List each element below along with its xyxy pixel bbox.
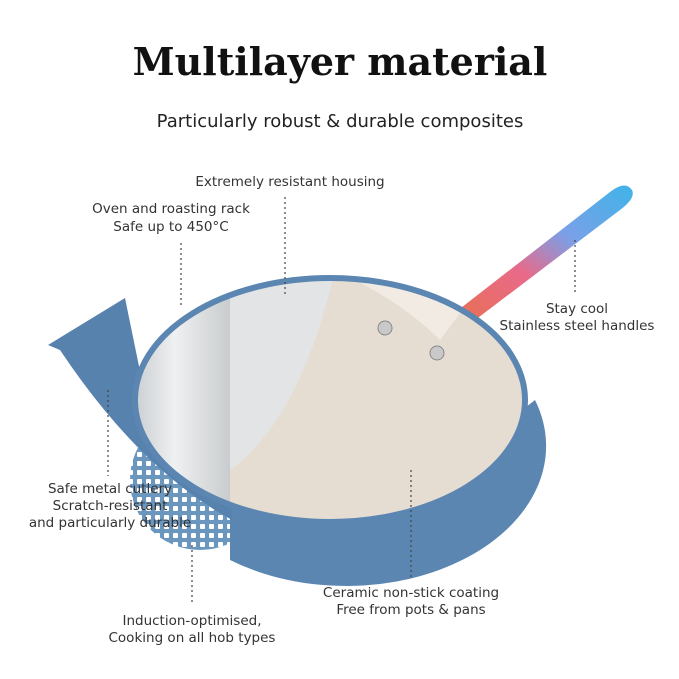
callouts: Extremely resistant housing Oven and roa… — [29, 174, 655, 646]
title: Multilayer material — [133, 39, 548, 84]
pan-illustration — [48, 185, 633, 587]
callout-line: Safe metal cutlery — [48, 481, 172, 497]
callout-line: Free from pots & pans — [336, 602, 485, 618]
callout-line: Induction-optimised, — [122, 613, 261, 629]
subtitle: Particularly robust & durable composites — [157, 111, 524, 132]
callout-line: and particularly durable — [29, 515, 191, 531]
callout-line: Safe up to 450°C — [113, 219, 228, 235]
leader-lines — [107, 197, 576, 605]
callout-line: Extremely resistant housing — [195, 174, 384, 190]
callout-line: Stay cool — [546, 301, 608, 317]
callout-line: Ceramic non-stick coating — [323, 585, 499, 601]
callout-line: Cooking on all hob types — [109, 630, 276, 646]
callout-line: Oven and roasting rack — [92, 201, 250, 217]
callout-line: Scratch-resistant — [53, 498, 168, 514]
callout-line: Stainless steel handles — [500, 318, 655, 334]
